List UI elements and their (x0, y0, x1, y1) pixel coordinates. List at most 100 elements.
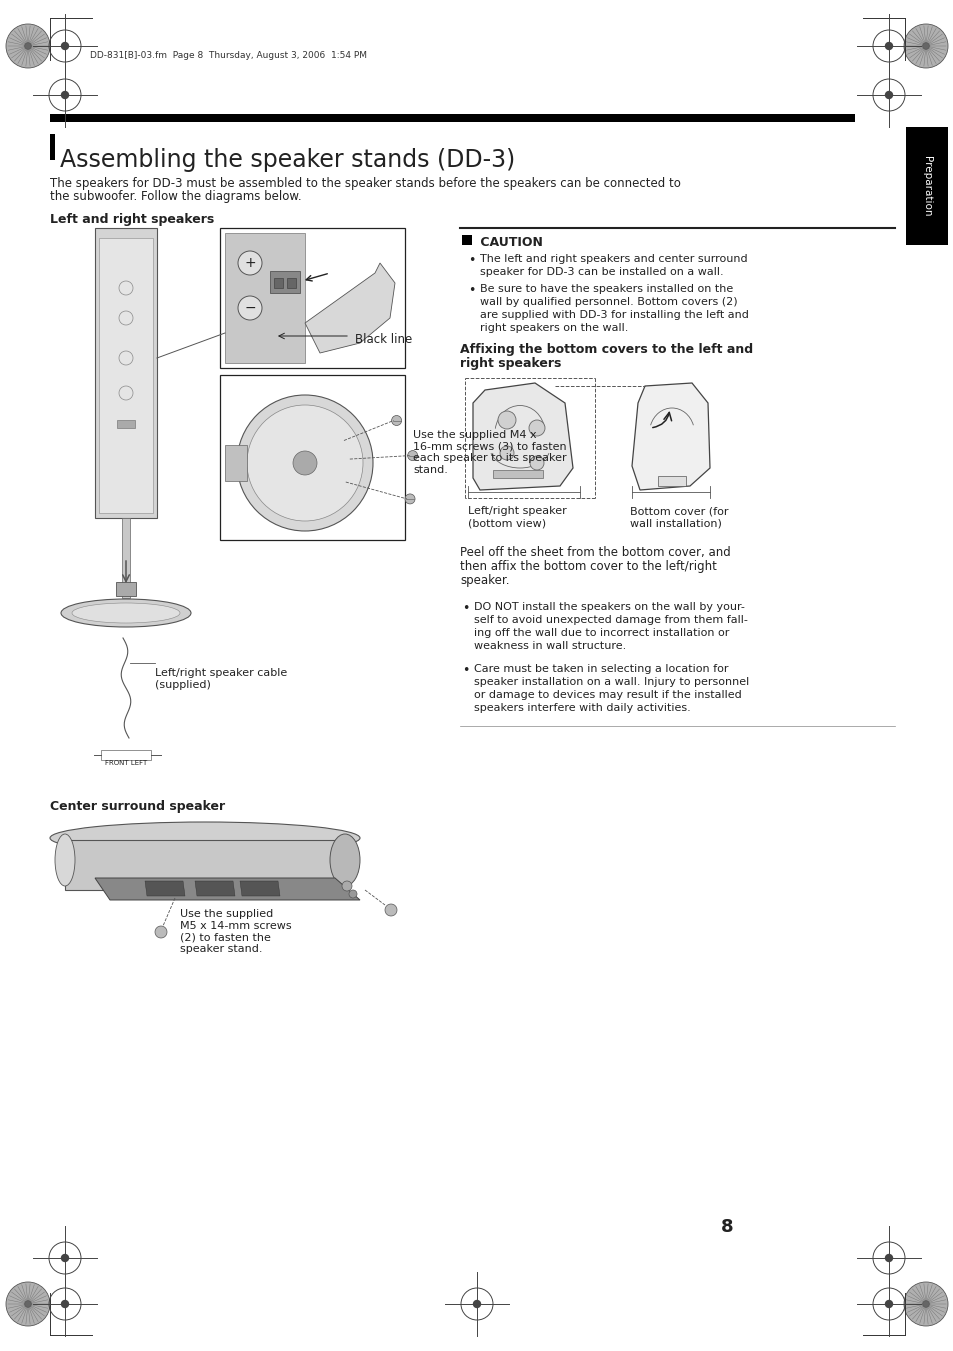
Circle shape (497, 411, 516, 430)
Bar (220, 376, 405, 540)
Text: speaker.: speaker. (459, 574, 509, 586)
Bar (225, 232, 305, 363)
Text: •: • (461, 603, 469, 615)
Bar (99, 238, 152, 513)
Bar (493, 470, 542, 478)
Text: (bottom view): (bottom view) (468, 519, 545, 530)
Text: •: • (461, 663, 469, 677)
Bar (116, 582, 136, 596)
Text: −: − (244, 301, 255, 315)
Text: 8: 8 (720, 1219, 733, 1236)
Text: wall by qualified personnel. Bottom covers (2): wall by qualified personnel. Bottom cove… (479, 297, 737, 307)
Text: the subwoofer. Follow the diagrams below.: the subwoofer. Follow the diagrams below… (50, 190, 301, 203)
Text: Assembling the speaker stands (DD-3): Assembling the speaker stands (DD-3) (60, 149, 515, 172)
Text: Use the supplied
M5 x 14-mm screws
(2) to fasten the
speaker stand.: Use the supplied M5 x 14-mm screws (2) t… (180, 909, 292, 954)
Text: •: • (468, 254, 475, 267)
Bar (905, 127, 947, 245)
Polygon shape (473, 382, 573, 490)
Circle shape (61, 1301, 69, 1308)
Circle shape (922, 43, 928, 49)
Text: Care must be taken in selecting a location for: Care must be taken in selecting a locati… (474, 663, 728, 674)
Ellipse shape (330, 834, 359, 886)
Text: ing off the wall due to incorrect installation or: ing off the wall due to incorrect instal… (474, 628, 729, 638)
Text: or damage to devices may result if the installed: or damage to devices may result if the i… (474, 690, 741, 700)
Circle shape (6, 24, 50, 68)
Bar (658, 476, 685, 486)
Circle shape (391, 416, 401, 426)
Text: then affix the bottom cover to the left/right: then affix the bottom cover to the left/… (459, 561, 716, 573)
Bar (220, 228, 405, 367)
Circle shape (61, 42, 69, 50)
Circle shape (236, 394, 373, 531)
Circle shape (530, 457, 543, 470)
Text: Be sure to have the speakers installed on the: Be sure to have the speakers installed o… (479, 284, 733, 295)
Circle shape (529, 420, 544, 436)
Circle shape (341, 881, 352, 892)
Text: Left/right speaker cable
(supplied): Left/right speaker cable (supplied) (154, 667, 287, 689)
Polygon shape (305, 263, 395, 353)
Text: Use the supplied M4 x
16-mm screws (3) to fasten
each speaker to its speaker
sta: Use the supplied M4 x 16-mm screws (3) t… (413, 430, 566, 474)
Circle shape (903, 24, 947, 68)
Circle shape (884, 92, 892, 99)
Text: wall installation): wall installation) (629, 519, 721, 530)
Bar (274, 278, 283, 288)
Bar (50, 134, 55, 159)
Text: Preparation: Preparation (921, 155, 931, 216)
Circle shape (407, 451, 417, 461)
Circle shape (154, 925, 167, 938)
Polygon shape (240, 881, 280, 896)
Text: Left and right speakers: Left and right speakers (50, 213, 214, 226)
Ellipse shape (55, 834, 75, 886)
Circle shape (884, 1301, 892, 1308)
Text: speaker for DD-3 can be installed on a wall.: speaker for DD-3 can be installed on a w… (479, 267, 723, 277)
Bar (270, 272, 299, 293)
Circle shape (922, 1301, 928, 1308)
Bar (117, 420, 135, 428)
Circle shape (237, 251, 262, 276)
Ellipse shape (61, 598, 191, 627)
Circle shape (385, 904, 396, 916)
Circle shape (884, 42, 892, 50)
Text: Center surround speaker: Center surround speaker (50, 800, 225, 813)
Circle shape (293, 451, 316, 476)
Polygon shape (194, 881, 234, 896)
Bar (65, 840, 345, 890)
Circle shape (405, 494, 415, 504)
Text: Affixing the bottom covers to the left and: Affixing the bottom covers to the left a… (459, 343, 752, 357)
Polygon shape (145, 881, 185, 896)
Circle shape (237, 296, 262, 320)
Text: speaker installation on a wall. Injury to personnel: speaker installation on a wall. Injury t… (474, 677, 748, 688)
Text: DD-831[B]-03.fm  Page 8  Thursday, August 3, 2006  1:54 PM: DD-831[B]-03.fm Page 8 Thursday, August … (90, 50, 367, 59)
Text: Bottom cover (for: Bottom cover (for (629, 507, 728, 516)
Text: right speakers on the wall.: right speakers on the wall. (479, 323, 628, 332)
Circle shape (499, 446, 514, 459)
Bar (95, 228, 157, 517)
Text: speakers interfere with daily activities.: speakers interfere with daily activities… (474, 703, 690, 713)
Text: are supplied with DD-3 for installing the left and: are supplied with DD-3 for installing th… (479, 309, 748, 320)
Text: +: + (244, 255, 255, 270)
Circle shape (473, 1301, 480, 1308)
Circle shape (61, 1255, 69, 1262)
Polygon shape (631, 382, 709, 490)
Circle shape (903, 1282, 947, 1325)
Text: •: • (468, 284, 475, 297)
Ellipse shape (50, 821, 359, 854)
Bar (122, 517, 130, 598)
Text: right speakers: right speakers (459, 357, 560, 370)
Text: Left/right speaker: Left/right speaker (468, 507, 566, 516)
Bar (101, 750, 151, 761)
Circle shape (884, 1255, 892, 1262)
Circle shape (6, 1282, 50, 1325)
Text: Black line: Black line (355, 332, 412, 346)
Text: DO NOT install the speakers on the wall by your-: DO NOT install the speakers on the wall … (474, 603, 744, 612)
Text: Peel off the sheet from the bottom cover, and: Peel off the sheet from the bottom cover… (459, 546, 730, 559)
Text: CAUTION: CAUTION (476, 236, 542, 249)
Bar (287, 278, 295, 288)
Bar (461, 235, 472, 245)
Text: The speakers for DD-3 must be assembled to the speaker stands before the speaker: The speakers for DD-3 must be assembled … (50, 177, 680, 190)
Polygon shape (95, 878, 359, 900)
Ellipse shape (71, 603, 180, 623)
Circle shape (247, 405, 363, 521)
Circle shape (61, 92, 69, 99)
Circle shape (349, 890, 356, 898)
